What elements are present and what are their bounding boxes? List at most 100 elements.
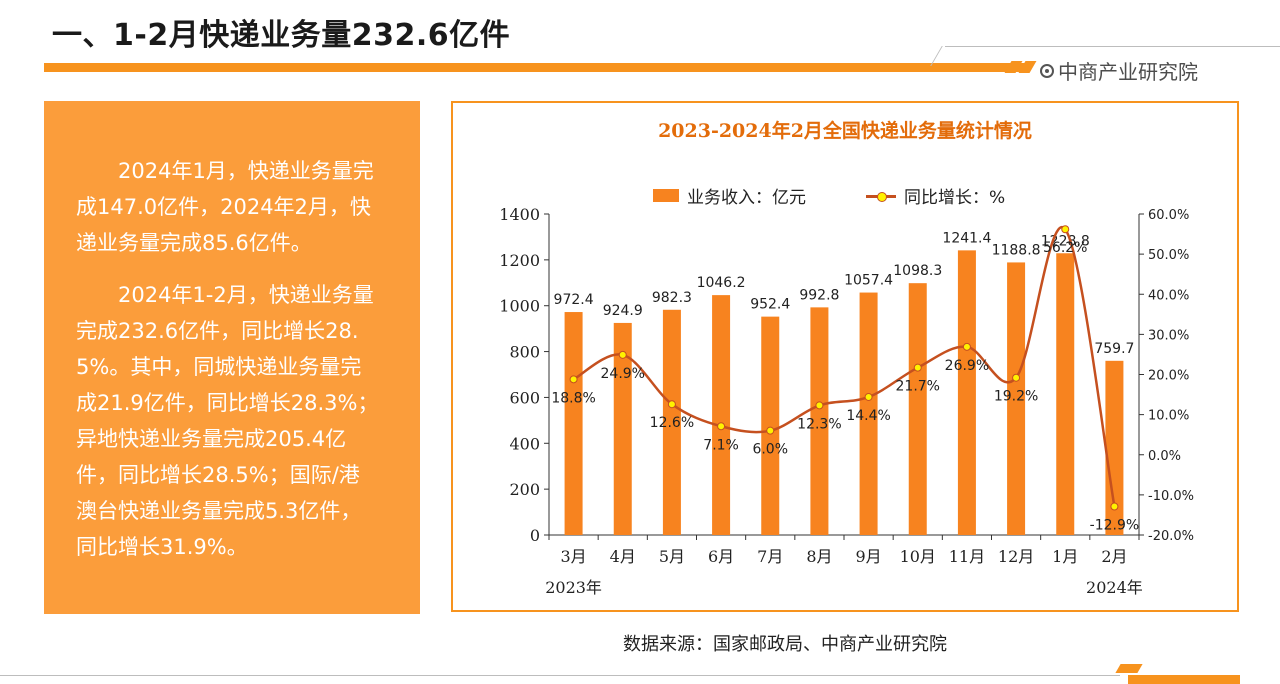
bar-value-label: 1057.4 (844, 273, 893, 289)
bar-value-label: 1241.4 (942, 230, 991, 246)
x-year-label: 2023年 (545, 578, 602, 597)
bar (613, 322, 632, 535)
x-tick-label: 8月 (806, 547, 832, 566)
legend-item-bar: 业务收入：亿元 (653, 183, 806, 208)
bar-value-label: 992.8 (799, 287, 839, 303)
summary-panel: 2024年1月，快递业务量完成147.0亿件，2024年2月，快递业务量完成85… (44, 101, 420, 614)
chart-plot: 0 200 400 600 800 1000 1200 1400 -20.0% -10.0% 0.0… (499, 205, 1194, 597)
title-rule (44, 63, 1029, 72)
y-left-tick-label: 1400 (499, 205, 540, 224)
growth-point (962, 342, 971, 351)
y-left-tick-label: 400 (509, 434, 540, 453)
source-note: 数据来源：国家邮政局、中商产业研究院 (623, 634, 947, 655)
growth-point (569, 375, 578, 384)
x-tick-label: 12月 (998, 547, 1034, 566)
x-year-label: 2024年 (1086, 578, 1143, 597)
y-right-tick-label: 50.0% (1148, 248, 1189, 263)
footer-divider (0, 675, 1120, 676)
y-left-tick-label: 600 (509, 388, 540, 407)
growth-point (1110, 502, 1119, 511)
bar (1007, 262, 1026, 535)
x-tick-label: 2月 (1101, 547, 1127, 566)
footer-stripe (1115, 664, 1143, 673)
bar-value-label: 924.9 (603, 303, 643, 319)
y-left-tick-label: 200 (509, 480, 540, 499)
growth-value-label: 18.8% (551, 390, 595, 406)
growth-point (913, 363, 922, 372)
header-divider (945, 46, 1280, 47)
bar-value-label: 952.4 (750, 297, 790, 313)
y-left-tick-label: 1000 (499, 297, 540, 316)
bar (761, 316, 780, 535)
legend-line-label: 同比增长：% (904, 188, 1006, 208)
y-right-tick-label: 20.0% (1148, 369, 1189, 384)
bar (564, 312, 583, 535)
growth-value-label: 26.9% (945, 358, 989, 374)
bar-value-label: 1046.2 (697, 275, 746, 291)
y-left-tick-label: 0 (530, 526, 540, 545)
growth-point (667, 400, 676, 409)
growth-point (1012, 373, 1021, 382)
x-tick-label: 10月 (900, 547, 936, 566)
y-right-tick-label: 30.0% (1148, 328, 1189, 343)
growth-value-label: 19.2% (994, 389, 1038, 405)
y-right-tick-label: 0.0% (1148, 449, 1181, 464)
x-tick-label: 11月 (949, 547, 985, 566)
bar (908, 283, 927, 535)
x-tick-label: 4月 (610, 547, 636, 566)
growth-point (766, 426, 775, 435)
growth-point (717, 422, 726, 431)
growth-value-label: 7.1% (703, 437, 739, 453)
bar (662, 309, 681, 535)
y-right-tick-label: 60.0% (1148, 208, 1189, 223)
bar-value-label: 982.3 (652, 290, 692, 306)
x-tick-label: 5月 (659, 547, 685, 566)
bar (859, 292, 878, 535)
brand-logo-icon (1040, 63, 1054, 78)
y-right-tick-label: -10.0% (1148, 489, 1194, 504)
chart-title: 2023-2024年2月全国快递业务量统计情况 (658, 120, 1032, 142)
chart-legend: 业务收入：亿元 同比增长：% (653, 183, 1005, 208)
x-tick-label: 7月 (757, 547, 783, 566)
growth-value-label: 21.7% (896, 379, 940, 395)
bar (712, 295, 731, 535)
legend-bar-label: 业务收入：亿元 (687, 188, 806, 208)
bar (957, 250, 976, 535)
brand: 中商产业研究院 (1040, 56, 1198, 85)
bar-value-label: 1188.8 (992, 242, 1041, 258)
bar (810, 307, 829, 535)
growth-value-label: 6.0% (752, 442, 788, 458)
growth-value-label: 24.9% (601, 366, 645, 382)
summary-paragraph: 2024年1-2月，快递业务量完成232.6亿件，同比增长28.5%。其中，同城… (76, 283, 379, 559)
y-right-tick-label: 40.0% (1148, 288, 1189, 303)
legend-bar-swatch (653, 189, 679, 202)
growth-value-label: 12.6% (650, 415, 694, 431)
y-left-tick-label: 1200 (499, 251, 540, 270)
bar-value-label: 1098.3 (893, 263, 942, 279)
x-tick-label: 3月 (560, 547, 586, 566)
page-title: 一、1-2月快递业务量232.6亿件 (52, 18, 511, 53)
growth-value-label: 14.4% (846, 408, 890, 424)
x-tick-label: 1月 (1052, 547, 1078, 566)
growth-point (815, 401, 824, 410)
growth-value-label: -12.9% (1090, 518, 1140, 534)
y-left-tick-label: 800 (509, 343, 540, 362)
footer-rule (1128, 675, 1240, 684)
bar (1056, 253, 1075, 535)
bar-value-label: 972.4 (554, 292, 594, 308)
growth-value-label: 56.2% (1043, 240, 1087, 256)
bar-value-label: 759.7 (1094, 341, 1134, 357)
y-right-tick-label: 10.0% (1148, 409, 1189, 424)
x-tick-label: 6月 (708, 547, 734, 566)
x-tick-label: 9月 (855, 547, 881, 566)
growth-point (618, 350, 627, 359)
y-right-tick-label: -20.0% (1148, 529, 1194, 544)
bar (1105, 360, 1124, 535)
growth-point (1061, 225, 1070, 234)
legend-line-swatch (866, 189, 896, 202)
summary-paragraph: 2024年1月，快递业务量完成147.0亿件，2024年2月，快递业务量完成85… (76, 159, 374, 255)
growth-value-label: 12.3% (797, 416, 841, 432)
brand-name: 中商产业研究院 (1058, 60, 1198, 84)
growth-line (572, 225, 1116, 507)
legend-item-line: 同比增长：% (866, 183, 1005, 208)
